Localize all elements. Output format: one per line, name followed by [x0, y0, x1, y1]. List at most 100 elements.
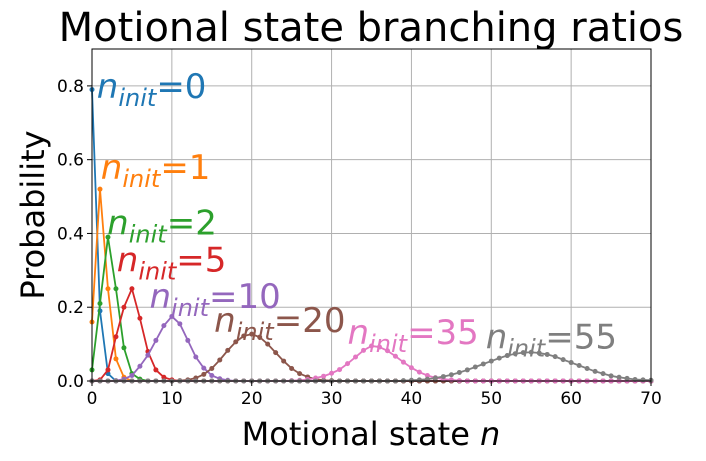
annotation-label: ninit=55: [486, 318, 617, 363]
data-point: [568, 360, 574, 366]
data-point: [321, 373, 327, 379]
data-point: [113, 356, 119, 362]
data-point: [584, 365, 590, 371]
data-point: [400, 359, 406, 365]
annotation-layer: ninit=0ninit=1ninit=2ninit=5ninit=10nini…: [97, 67, 617, 363]
data-point: [273, 350, 279, 356]
data-point: [424, 376, 430, 382]
annotation-label: ninit=20: [214, 301, 345, 346]
data-point: [233, 339, 239, 345]
data-point: [432, 375, 438, 381]
data-point: [416, 369, 422, 375]
data-point: [177, 321, 183, 327]
data-point: [600, 371, 606, 377]
data-point: [297, 371, 303, 377]
data-point: [361, 347, 367, 353]
data-point: [105, 367, 111, 373]
x-tick-label: 60: [560, 389, 582, 409]
data-point: [369, 343, 374, 349]
x-axis: 0 10 20 30 40 50 60 70: [87, 381, 662, 409]
x-tick-label: 30: [321, 389, 343, 409]
annotation-label: ninit=1: [101, 148, 211, 193]
data-point: [137, 363, 143, 369]
data-point: [249, 331, 255, 337]
x-tick-label: 40: [401, 389, 423, 409]
data-point: [105, 286, 111, 292]
data-point: [209, 372, 215, 378]
annotation-label: ninit=10: [149, 277, 280, 322]
data-point: [353, 354, 359, 360]
data-point: [153, 337, 159, 343]
data-point: [544, 351, 550, 357]
data-point: [640, 377, 646, 383]
data-point: [448, 377, 454, 383]
data-point: [408, 377, 414, 383]
data-point: [337, 367, 343, 373]
data-point: [345, 361, 351, 367]
data-point: [161, 323, 167, 329]
data-point: [169, 313, 175, 319]
data-point: [592, 368, 598, 374]
data-point: [472, 364, 478, 370]
data-point: [520, 350, 526, 356]
data-point: [528, 349, 534, 355]
data-point: [448, 372, 454, 378]
data-point: [121, 345, 127, 351]
data-point: [616, 374, 622, 380]
data-point: [376, 344, 382, 350]
data-point: [560, 357, 566, 363]
data-point: [504, 353, 510, 359]
y-tick-label: 0.2: [57, 298, 84, 318]
data-point: [113, 334, 119, 340]
x-tick-label: 70: [640, 389, 662, 409]
data-point: [424, 372, 430, 378]
x-tick-label: 50: [480, 389, 502, 409]
data-point: [488, 358, 494, 364]
data-point: [384, 348, 390, 354]
data-point: [552, 354, 558, 360]
y-tick-label: 0.8: [57, 77, 84, 97]
data-point: [201, 365, 207, 371]
data-point: [289, 365, 295, 371]
data-point: [440, 374, 446, 380]
data-point: [161, 374, 167, 380]
data-point: [480, 361, 486, 367]
data-point: [129, 286, 135, 292]
annotation-label: ninit=2: [107, 203, 217, 248]
data-point: [329, 370, 335, 376]
data-point: [105, 234, 111, 240]
data-point: [512, 351, 518, 357]
data-point: [97, 186, 103, 192]
data-point: [209, 365, 215, 371]
data-point: [97, 301, 103, 307]
data-point: [257, 334, 263, 340]
y-tick-label: 0.0: [57, 372, 84, 392]
data-point: [193, 354, 199, 360]
data-point: [153, 367, 159, 373]
data-point: [392, 353, 398, 359]
data-point: [536, 350, 542, 356]
data-point: [137, 315, 143, 321]
data-point: [464, 367, 470, 373]
chart-title: Motional state branching ratios: [59, 5, 684, 51]
data-point: [496, 355, 502, 361]
x-axis-label: Motional state n: [242, 415, 501, 453]
data-point: [145, 352, 151, 358]
x-tick-label: 10: [161, 389, 183, 409]
annotation-label: ninit=35: [348, 313, 479, 358]
annotation-label: ninit=0: [97, 67, 207, 112]
data-point: [113, 286, 119, 292]
data-point: [608, 373, 614, 379]
data-point: [201, 371, 207, 377]
data-point: [185, 337, 191, 343]
data-point: [265, 341, 271, 347]
data-point: [408, 365, 414, 371]
data-point: [225, 347, 231, 353]
data-point: [576, 363, 582, 369]
y-axis: 0.0 0.2 0.4 0.6 0.8: [57, 77, 92, 392]
y-tick-label: 0.6: [57, 151, 84, 171]
x-tick-label: 0: [87, 389, 98, 409]
plot-frame: [91, 48, 652, 382]
data-point: [416, 377, 422, 383]
x-tick-label: 20: [241, 389, 263, 409]
